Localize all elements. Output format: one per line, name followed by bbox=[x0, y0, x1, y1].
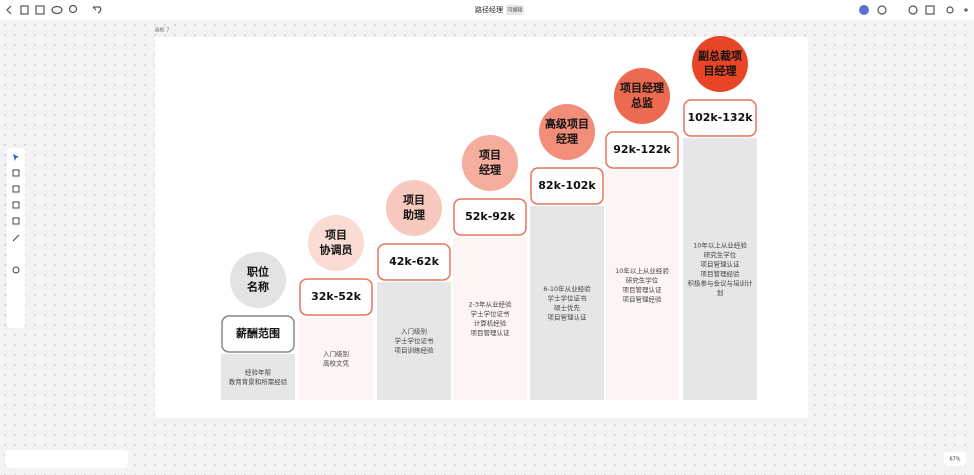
undo-button[interactable] bbox=[92, 6, 102, 14]
role: 经理 bbox=[556, 132, 578, 146]
column bbox=[221, 354, 295, 400]
detail: 教育背景和所需经验 bbox=[229, 377, 288, 386]
detail: 2-3年从业经验 bbox=[468, 299, 512, 308]
search-button[interactable] bbox=[68, 4, 78, 14]
zoom-level[interactable]: 67% bbox=[949, 457, 960, 463]
role: 职位 bbox=[247, 265, 269, 279]
save-button[interactable] bbox=[35, 5, 45, 15]
salary: 42k-62k bbox=[389, 255, 439, 268]
detail: 项目管理经验 bbox=[623, 294, 663, 303]
role-circle bbox=[539, 104, 595, 160]
timer-button[interactable] bbox=[877, 5, 887, 15]
tool[interactable] bbox=[12, 185, 20, 193]
column bbox=[683, 138, 757, 400]
role: 项目 bbox=[403, 194, 425, 207]
tool[interactable] bbox=[12, 234, 20, 242]
role-circle bbox=[462, 135, 518, 191]
tool[interactable] bbox=[12, 169, 20, 177]
detail: 研究生学位 bbox=[704, 250, 737, 259]
back-button[interactable] bbox=[6, 5, 12, 15]
column bbox=[530, 206, 604, 400]
role: 项目 bbox=[325, 229, 347, 242]
salary: 薪酬范围 bbox=[236, 326, 280, 340]
role-circle bbox=[308, 215, 364, 271]
column bbox=[299, 317, 373, 400]
detail: 经验年限 bbox=[245, 367, 272, 376]
role: 总监 bbox=[631, 96, 653, 110]
role: 协调员 bbox=[320, 243, 353, 257]
badge-bg bbox=[506, 5, 524, 15]
salary-box bbox=[221, 315, 295, 353]
detail: 划 bbox=[717, 288, 724, 297]
salary: 82k-102k bbox=[538, 179, 596, 192]
detail: 项目训练经验 bbox=[395, 346, 435, 355]
salary: 32k-52k bbox=[311, 290, 361, 303]
role: 经理 bbox=[479, 163, 501, 177]
salary-box bbox=[683, 99, 757, 137]
role-circle bbox=[692, 36, 748, 92]
role-circle bbox=[386, 180, 442, 236]
detail: 高校文凭 bbox=[323, 358, 350, 367]
tool[interactable] bbox=[12, 266, 20, 274]
detail: 项目管理认证 bbox=[471, 328, 511, 337]
detail: 积极参与会议与培训计 bbox=[688, 278, 754, 287]
tool[interactable] bbox=[12, 201, 20, 209]
salary-box bbox=[453, 198, 527, 236]
role: 项目经理 bbox=[620, 81, 664, 95]
salary-box bbox=[605, 131, 679, 169]
salary: 92k-122k bbox=[613, 143, 671, 156]
more-button[interactable] bbox=[964, 8, 968, 12]
role: 助理 bbox=[403, 208, 425, 222]
detail: 项目管理认证 bbox=[623, 285, 663, 294]
role: 副总裁项 bbox=[698, 49, 742, 63]
share-button[interactable] bbox=[946, 6, 954, 14]
cloud-button[interactable] bbox=[51, 5, 63, 15]
role-circle bbox=[230, 252, 286, 308]
detail: 6-10年从业经验 bbox=[543, 284, 591, 293]
role: 高级项目 bbox=[545, 117, 589, 131]
doc-title: 路径经理 bbox=[475, 5, 503, 14]
role: 项目 bbox=[479, 149, 501, 162]
detail: 计算机经验 bbox=[474, 318, 507, 327]
detail: 项目管理认证 bbox=[548, 312, 588, 321]
select-tool[interactable] bbox=[13, 154, 19, 161]
column bbox=[453, 237, 527, 400]
salary: 102k-132k bbox=[687, 111, 753, 124]
salary-box bbox=[530, 167, 604, 205]
detail: 入门级别 bbox=[323, 349, 349, 358]
frame-label: 画板 7 bbox=[155, 27, 170, 34]
detail: 学士学位证书 bbox=[548, 293, 588, 302]
salary: 52k-92k bbox=[465, 210, 515, 223]
salary-box bbox=[299, 278, 373, 316]
column bbox=[605, 170, 679, 400]
role: 名称 bbox=[247, 280, 269, 294]
top-bar bbox=[0, 0, 974, 20]
comment-button[interactable] bbox=[908, 5, 918, 15]
avatar[interactable] bbox=[859, 5, 869, 15]
tag-button[interactable] bbox=[20, 5, 29, 15]
detail: 10年以上从业经验 bbox=[693, 240, 747, 249]
detail: 10年以上从业经验 bbox=[615, 266, 669, 275]
detail: 研究生学位 bbox=[626, 275, 659, 284]
detail: 学士学位证书 bbox=[471, 309, 511, 318]
view-button[interactable] bbox=[925, 5, 935, 15]
role: 目经理 bbox=[704, 64, 737, 78]
tool[interactable] bbox=[12, 217, 20, 225]
role-circle bbox=[614, 68, 670, 124]
detail: 入门级别 bbox=[401, 327, 427, 336]
salary-box bbox=[377, 243, 451, 281]
detail: 硕士优先 bbox=[554, 303, 581, 312]
column bbox=[377, 282, 451, 400]
bottom-toolbar bbox=[5, 450, 128, 468]
detail: 项目管理认证 bbox=[701, 259, 741, 268]
badge: 可编辑 bbox=[507, 7, 522, 14]
detail: 学士学位证书 bbox=[395, 336, 435, 345]
detail: 项目管理经验 bbox=[701, 269, 741, 278]
zoom-box bbox=[944, 452, 966, 466]
